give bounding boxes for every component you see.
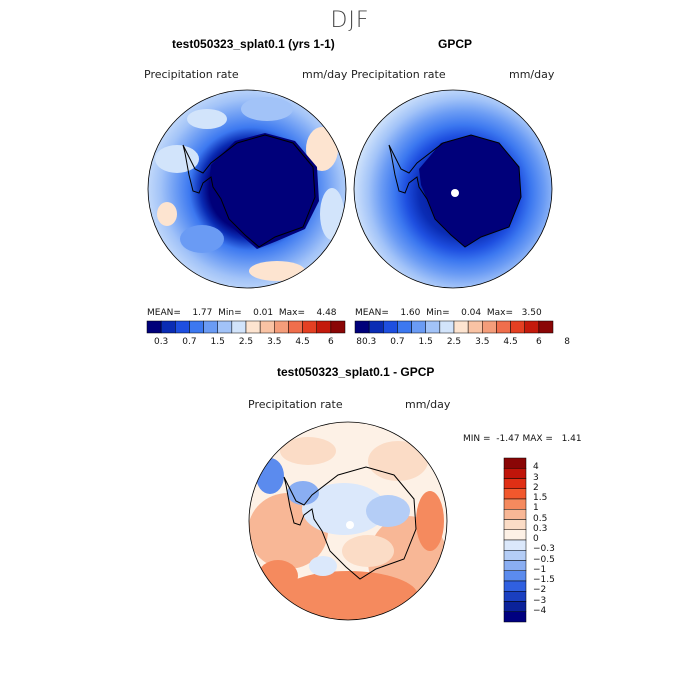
colorbar-tick-label: −2 <box>533 585 547 596</box>
colorbar-tick-label: 3.5 <box>475 337 490 347</box>
diff-title: test050323_splat0.1 - GPCP <box>277 365 435 379</box>
colorbar-swatch <box>503 591 527 602</box>
colorbar-swatch <box>503 509 527 520</box>
panel2-title: GPCP <box>438 37 473 51</box>
colorbar-swatch <box>203 320 218 334</box>
colorbar-tick-label: 4.5 <box>295 337 310 347</box>
panel1-variable: Precipitation rate <box>144 68 239 81</box>
colorbar-swatch <box>274 320 289 334</box>
colorbar-swatch <box>538 320 554 334</box>
colorbar-difference <box>503 457 527 623</box>
panel2-stats: MEAN= 1.60 Min= 0.04 Max= 3.50 <box>355 308 542 318</box>
colorbar-swatch <box>330 320 346 334</box>
colorbar-tick-label: −0.5 <box>533 554 555 565</box>
colorbar-tick-label: 0.3 <box>361 337 377 347</box>
colorbar-swatch <box>503 539 527 551</box>
colorbar-swatch <box>510 320 525 334</box>
colorbar-swatch <box>302 320 317 334</box>
colorbar-swatch <box>231 320 247 334</box>
colorbar-swatch <box>503 601 527 612</box>
colorbar-swatch <box>411 320 426 334</box>
colorbar-tick-label: 6 <box>327 337 334 347</box>
colorbar-model <box>146 320 346 334</box>
colorbar-tick-label: 8 <box>356 337 362 347</box>
colorbar-swatch <box>503 498 527 510</box>
colorbar-swatch <box>467 320 483 334</box>
colorbar-swatch <box>217 320 233 334</box>
colorbar-swatch <box>425 320 441 334</box>
colorbar-tick-label: 0.7 <box>182 337 197 347</box>
colorbar-swatch <box>245 320 261 334</box>
colorbar-swatch <box>368 320 384 334</box>
colorbar-swatch <box>503 529 527 541</box>
difference-map <box>248 421 448 621</box>
colorbar-swatch <box>524 320 540 334</box>
colorbar-swatch <box>503 560 527 571</box>
colorbar-tick-label: −0.3 <box>533 544 555 555</box>
colorbar-tick-label: 4 <box>533 462 539 473</box>
colorbar-swatch <box>503 468 527 479</box>
colorbar-swatch <box>503 519 527 530</box>
colorbar-swatch <box>496 320 511 334</box>
colorbar-tick-label: 1 <box>533 503 539 514</box>
colorbar-tick-label: 0.3 <box>153 337 169 347</box>
colorbar-tick-label: −4 <box>533 605 547 616</box>
panel1-title: test050323_splat0.1 (yrs 1-1) <box>172 37 335 51</box>
colorbar-tick-label: 2.5 <box>238 337 254 347</box>
colorbar-swatch <box>503 488 527 500</box>
colorbar-swatch <box>288 320 303 334</box>
colorbar-swatch <box>189 320 204 334</box>
diff-min-max: MIN = -1.47 MAX = 1.41 <box>463 434 582 444</box>
colorbar-tick-label: −1 <box>533 564 547 575</box>
colorbar-swatch <box>482 320 497 334</box>
panel1-units: mm/day <box>302 68 348 81</box>
colorbar-swatch <box>503 580 527 592</box>
colorbar-swatch <box>259 320 275 334</box>
colorbar-tick-label: 1.5 <box>210 337 225 347</box>
colorbar-tick-label: 3 <box>533 472 539 483</box>
colorbar-swatch <box>503 611 527 623</box>
colorbar-swatch <box>453 320 469 334</box>
colorbar-gpcp <box>354 320 554 334</box>
colorbar-tick-label: 8 <box>564 337 570 347</box>
colorbar-swatch <box>503 478 527 489</box>
colorbar-swatch <box>383 320 398 334</box>
colorbar-tick-label: 0 <box>533 534 539 544</box>
colorbar-swatch <box>316 320 332 334</box>
colorbar-swatch <box>503 457 527 469</box>
colorbar-tick-label: 0.3 <box>533 523 548 534</box>
colorbar-swatch <box>397 320 412 334</box>
panel2-units: mm/day <box>509 68 555 81</box>
colorbar-swatch <box>175 320 190 334</box>
colorbar-swatch <box>160 320 176 334</box>
colorbar-swatch <box>503 550 527 561</box>
model-precip-map <box>147 89 347 289</box>
colorbar-swatch <box>439 320 455 334</box>
colorbar-swatch <box>354 320 370 334</box>
panel1-stats: MEAN= 1.77 Min= 0.01 Max= 4.48 <box>147 308 337 318</box>
colorbar-tick-label: 1.5 <box>533 493 548 503</box>
colorbar-tick-label: −1.5 <box>533 575 555 585</box>
colorbar-tick-label: 6 <box>535 337 542 347</box>
panel2-variable: Precipitation rate <box>351 68 446 81</box>
colorbar-tick-label: 2.5 <box>446 337 462 347</box>
gpcp-precip-map <box>353 89 553 289</box>
colorbar-tick-label: 1.5 <box>418 337 433 347</box>
colorbar-tick-label: 4.5 <box>503 337 518 347</box>
colorbar-swatch <box>146 320 162 334</box>
colorbar-swatch <box>503 570 527 582</box>
colorbar-tick-label: −3 <box>533 595 547 606</box>
colorbar-tick-label: 2 <box>533 482 539 493</box>
colorbar-tick-label: 0.5 <box>533 513 548 524</box>
diff-variable: Precipitation rate <box>248 398 343 411</box>
colorbar-tick-label: 3.5 <box>267 337 282 347</box>
diff-units: mm/day <box>405 398 451 411</box>
colorbar-tick-label: 0.7 <box>390 337 405 347</box>
season-title: DJF <box>330 8 370 33</box>
